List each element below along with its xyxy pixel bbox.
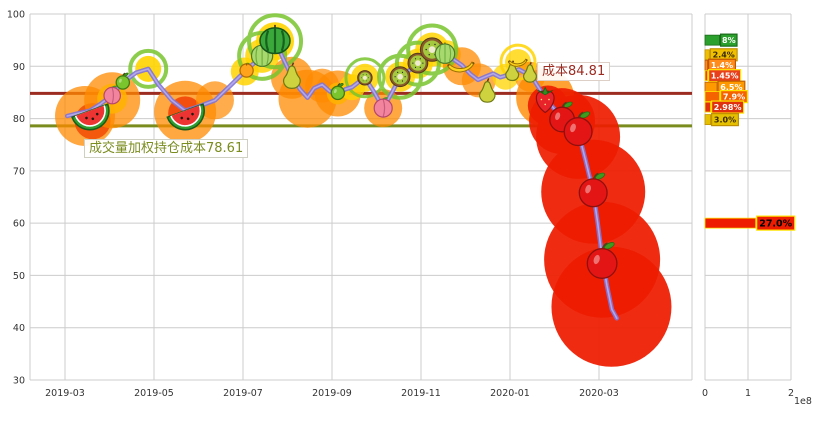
fruit-orange-marker	[239, 62, 254, 78]
x-axis-labels: 2019-03 2019-05 2019-07 2019-09 2019-11 2020-…	[45, 388, 619, 399]
svg-text:6.5%: 6.5%	[720, 83, 742, 92]
svg-text:27.0%: 27.0%	[759, 219, 792, 230]
distribution-bar-label: 27.0%	[756, 215, 796, 231]
svg-text:50: 50	[13, 271, 25, 282]
svg-text:2019-07: 2019-07	[223, 388, 263, 399]
fruit-apple-marker	[586, 242, 618, 279]
svg-text:90: 90	[13, 62, 25, 73]
svg-text:8%: 8%	[722, 36, 736, 45]
axis-unit-label: 1e8	[794, 396, 812, 407]
svg-text:1.4%: 1.4%	[711, 61, 733, 70]
svg-text:70: 70	[13, 166, 25, 177]
distribution-bar	[704, 49, 710, 61]
fruit-peach-marker	[373, 97, 393, 118]
fruit-kiwi-marker	[389, 66, 411, 88]
fruit-apple-marker	[563, 111, 593, 147]
distribution-bars: 8% 2.4%1.4% 1.45% 6.5%7.9% 2.98% 3.0% 27.0%	[704, 33, 796, 231]
fruit-greenapple-marker	[330, 83, 346, 101]
distribution-bar-label: 3.0%	[710, 113, 739, 127]
halo-rings	[128, 13, 537, 100]
svg-text:30: 30	[13, 376, 25, 387]
fruit-melon-marker	[434, 42, 456, 65]
svg-text:3.0%: 3.0%	[714, 115, 736, 124]
fruit-watermelon_whole-marker	[259, 24, 291, 55]
svg-text:2.4%: 2.4%	[713, 51, 735, 60]
fruit-kiwi-marker	[407, 52, 429, 74]
distribution-bar-label: 2.98%	[710, 100, 745, 114]
svg-text:1.45%: 1.45%	[711, 72, 739, 81]
distribution-bar	[704, 59, 708, 71]
distribution-bar	[704, 81, 718, 93]
svg-text:2.98%: 2.98%	[714, 103, 742, 112]
svg-text:40: 40	[13, 323, 25, 334]
svg-text:100: 100	[7, 10, 25, 21]
fruit-peach-marker	[103, 85, 121, 105]
avg-cost-label: 成本84.81	[537, 62, 611, 81]
svg-text:2019-09: 2019-09	[312, 388, 352, 399]
fruit-watermelon-marker	[166, 103, 205, 131]
fruit-banana-marker	[507, 58, 528, 67]
svg-text:7.9%: 7.9%	[723, 92, 745, 101]
distribution-bar	[704, 34, 721, 46]
fruit-apple-marker	[578, 172, 608, 208]
distribution-bar	[704, 70, 708, 82]
distribution-bar-label: 8%	[719, 33, 738, 47]
distribution-bar-label: 1.45%	[707, 69, 742, 83]
fruit-pear-marker	[523, 62, 537, 83]
fruit-banana-marker	[447, 61, 475, 73]
fruit-pear-marker	[283, 62, 301, 89]
fruit-markers	[71, 24, 618, 279]
svg-text:2019-05: 2019-05	[134, 388, 174, 399]
distribution-bar	[704, 91, 721, 103]
svg-text:2: 2	[788, 388, 794, 399]
fruit-kiwi-marker	[357, 70, 373, 86]
fruit-greenapple-marker	[115, 72, 131, 90]
svg-text:2020-01: 2020-01	[490, 388, 530, 399]
svg-text:80: 80	[13, 114, 25, 125]
svg-text:2019-11: 2019-11	[401, 388, 441, 399]
svg-text:2020-03: 2020-03	[579, 388, 619, 399]
svg-text:1: 1	[745, 388, 751, 399]
svg-text:60: 60	[13, 219, 25, 230]
fruit-pear-marker	[479, 78, 496, 103]
svg-text:2019-03: 2019-03	[45, 388, 85, 399]
vwap-cost-label: 成交量加权持仓成本78.61	[84, 139, 249, 158]
fruit-strawberry-marker	[535, 86, 555, 114]
y-axis-labels: 100 90 80 70 60 50 40 30	[7, 10, 25, 387]
distribution-bar	[704, 217, 757, 229]
svg-text:0: 0	[702, 388, 708, 399]
fruit-watermelon-marker	[71, 103, 110, 131]
distribution-bar	[704, 114, 711, 126]
distribution-bar	[704, 101, 711, 113]
